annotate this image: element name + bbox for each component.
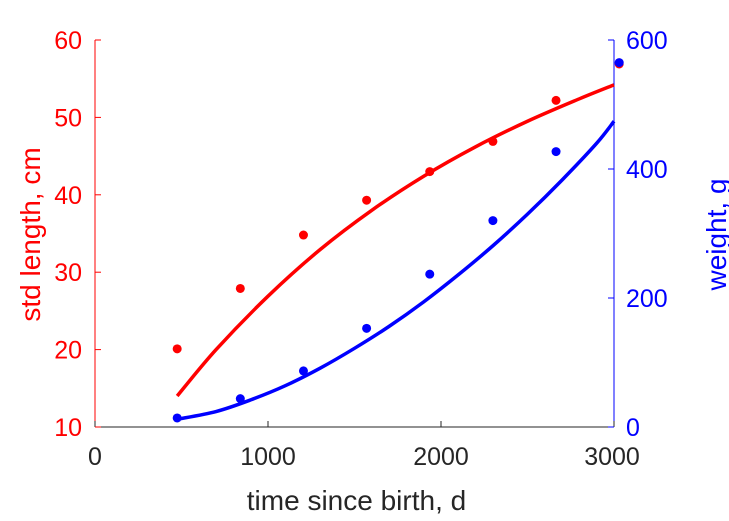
x-tick-label: 1000 (240, 443, 296, 471)
weight-data-point (488, 216, 498, 226)
weight-data-point (551, 147, 561, 157)
y-left-tick-label: 40 (54, 182, 82, 210)
y-left-tick-label: 10 (54, 414, 82, 442)
length-data-point (488, 136, 498, 146)
y-left-tick-label: 50 (54, 104, 82, 132)
y-right-tick-label: 600 (626, 27, 668, 55)
length-data-point (551, 95, 561, 105)
y-right-tick-label: 400 (626, 156, 668, 184)
x-tick-label: 2000 (413, 443, 469, 471)
length-data-point (298, 230, 308, 240)
weight-data-point (614, 58, 624, 68)
y-left-tick-label: 60 (54, 27, 82, 55)
weight-fit-line (176, 120, 616, 421)
length-data-point (362, 195, 372, 205)
length-data-point (425, 167, 435, 177)
length-data-point (235, 283, 245, 293)
weight-data-point (235, 394, 245, 404)
x-tick-label: 3000 (584, 443, 640, 471)
x-tick-label: 0 (88, 443, 102, 471)
y-right-tick-label: 0 (626, 414, 640, 442)
y-left-axis-title: std length, cm (15, 147, 46, 321)
length-data-point (172, 344, 182, 354)
length-fit-line (175, 83, 615, 398)
y-left-tick-label: 30 (54, 259, 82, 287)
y-right-axis-title: weight, g (701, 178, 729, 291)
plot-area: 0 1000 2000 30001020304050600200400600time … (15, 27, 729, 516)
y-right-tick-label: 200 (626, 285, 668, 313)
y-left-tick-label: 20 (54, 337, 82, 365)
weight-data-point (425, 269, 435, 279)
weight-data-point (172, 413, 182, 423)
weight-data-point (362, 323, 372, 333)
x-axis-title: time since birth, d (247, 485, 466, 516)
weight-data-point (298, 366, 308, 376)
